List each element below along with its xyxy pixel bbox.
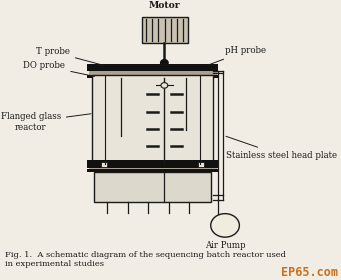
Text: Stainless steel head plate: Stainless steel head plate [226,136,337,160]
Bar [87,160,218,168]
Bar [87,64,218,71]
Text: pH probe: pH probe [207,46,266,66]
Circle shape [211,214,239,237]
Text: Fig. 1.  A schematic diagram of the sequencing batch reactor used
in experimenta: Fig. 1. A schematic diagram of the seque… [5,251,286,268]
Bar [87,169,218,172]
Text: T probe: T probe [36,47,105,66]
Bar [94,172,211,202]
Bar [92,75,213,164]
Bar [89,71,217,75]
Text: Air Pump: Air Pump [205,241,245,249]
Circle shape [161,83,168,88]
Bar [101,162,107,167]
Bar [142,17,188,43]
Circle shape [161,60,168,66]
Text: EP65.com: EP65.com [281,266,338,279]
Bar [87,75,218,78]
Bar [198,162,204,167]
Bar [89,168,217,169]
Text: Motor: Motor [149,1,180,10]
Text: Flanged glass
reactor: Flanged glass reactor [1,112,91,132]
Text: DO probe: DO probe [23,61,94,76]
